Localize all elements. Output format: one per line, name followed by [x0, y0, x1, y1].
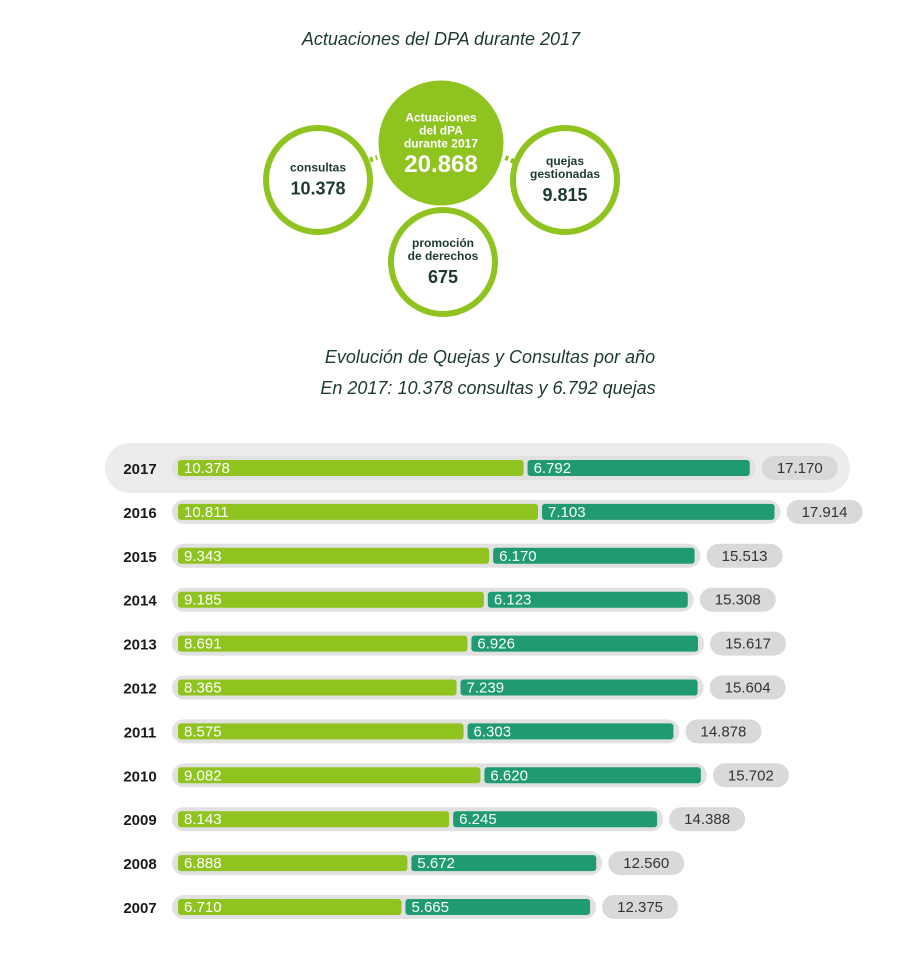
year-label: 2016: [123, 505, 156, 522]
bar-label: 10.378: [184, 460, 230, 477]
bar-segment: [178, 679, 457, 696]
bar-label: 9.082: [184, 767, 222, 784]
node-value: 9.815: [542, 185, 587, 205]
total-pill: [602, 895, 679, 919]
node-circle: [510, 125, 620, 235]
total-pill: [712, 763, 789, 788]
node-label: Actuaciones: [405, 111, 477, 125]
bar-segment: [405, 899, 591, 915]
bar-segment: [467, 723, 674, 740]
total-pill: [706, 543, 783, 568]
bar-label: 6.620: [490, 767, 528, 784]
node-label: quejas: [546, 154, 584, 168]
bar-label: 8.365: [184, 679, 222, 696]
node-label: durante 2017: [404, 137, 478, 151]
node-label: consultas: [290, 161, 346, 175]
total-pill: [709, 675, 786, 700]
total-label: 14.878: [700, 723, 746, 740]
year-label: 2011: [124, 724, 157, 741]
bar-label: 6.926: [477, 636, 515, 653]
total-label: 15.702: [728, 767, 774, 784]
year-label: 2009: [123, 812, 156, 829]
bar-label: 6.123: [494, 592, 532, 609]
year-label: 2007: [123, 900, 156, 917]
chart-title: Evolución de Quejas y Consultas por año: [325, 347, 655, 367]
total-pill: [669, 807, 746, 832]
total-pill: [608, 851, 685, 876]
bar-label: 6.792: [534, 460, 572, 477]
total-label: 15.513: [722, 548, 768, 565]
bar-segment: [178, 855, 408, 872]
total-pill: [786, 499, 863, 524]
year-label: 2008: [123, 856, 156, 873]
node-label: gestionadas: [530, 167, 600, 181]
bar-segment: [411, 855, 597, 872]
bar-label: 9.185: [184, 592, 222, 609]
bar-label: 9.343: [184, 548, 222, 565]
bar-segment: [453, 811, 658, 828]
bar-segment: [178, 503, 539, 520]
year-label: 2017: [123, 461, 156, 478]
bar-label: 7.239: [467, 679, 505, 696]
bar-segment: [178, 460, 524, 476]
year-label: 2012: [123, 680, 156, 697]
node-circle: [263, 125, 373, 235]
node-value: 675: [428, 267, 458, 287]
year-label: 2014: [123, 593, 157, 610]
total-pill: [699, 587, 776, 612]
bar-label: 6.710: [184, 899, 222, 916]
year-label: 2015: [123, 549, 156, 566]
total-label: 12.375: [617, 899, 663, 916]
total-label: 17.170: [777, 460, 823, 477]
bar-segment: [471, 635, 699, 652]
bar-label: 8.691: [184, 636, 222, 653]
bar-segment: [493, 547, 695, 564]
total-label: 15.604: [725, 679, 771, 696]
node-value: 20.868: [404, 151, 477, 178]
bar-label: 5.665: [411, 899, 449, 916]
bar-segment: [178, 547, 490, 564]
bar-label: 5.672: [417, 855, 455, 872]
node-label: de derechos: [408, 249, 479, 263]
node-value: 10.378: [290, 178, 345, 198]
bar-label: 6.245: [459, 811, 497, 828]
bar-segment: [178, 635, 468, 652]
bar-label: 8.575: [184, 723, 222, 740]
bar-segment: [178, 723, 464, 740]
total-pill: [761, 456, 838, 480]
node-label: promoción: [412, 236, 474, 250]
total-label: 12.560: [623, 855, 669, 872]
bar-chart: 2017 10.378 6.792 17.170 2016 10.811 7.103 17.9…: [105, 443, 863, 919]
year-label: 2010: [123, 768, 156, 785]
bar-segment: [178, 767, 481, 784]
bar-segment: [484, 767, 701, 784]
bar-segment: [487, 591, 688, 608]
chart-subtitle: En 2017: 10.378 consultas y 6.792 quejas: [320, 378, 655, 398]
bar-label: 7.103: [548, 504, 586, 521]
bar-segment: [178, 899, 402, 915]
bar-segment: [178, 811, 450, 828]
node-label: del dPA: [419, 124, 463, 138]
total-label: 15.308: [715, 592, 761, 609]
year-label: 2013: [123, 637, 156, 654]
bar-segment: [542, 503, 775, 520]
bar-segment: [460, 679, 698, 696]
total-pill: [710, 631, 787, 656]
bar-label: 8.143: [184, 811, 222, 828]
node-circle: [375, 77, 507, 209]
bar-label: 6.303: [474, 723, 512, 740]
node-circle: [388, 207, 498, 317]
total-label: 15.617: [725, 636, 771, 653]
bar-label: 6.888: [184, 855, 222, 872]
bar-segment: [527, 460, 750, 476]
bar-label: 6.170: [499, 548, 537, 565]
bar-label: 10.811: [184, 504, 229, 521]
title: Actuaciones del DPA durante 2017: [301, 29, 581, 49]
total-label: 17.914: [802, 504, 848, 521]
total-pill: [685, 719, 762, 744]
total-label: 14.388: [684, 811, 730, 828]
bar-segment: [178, 591, 484, 608]
